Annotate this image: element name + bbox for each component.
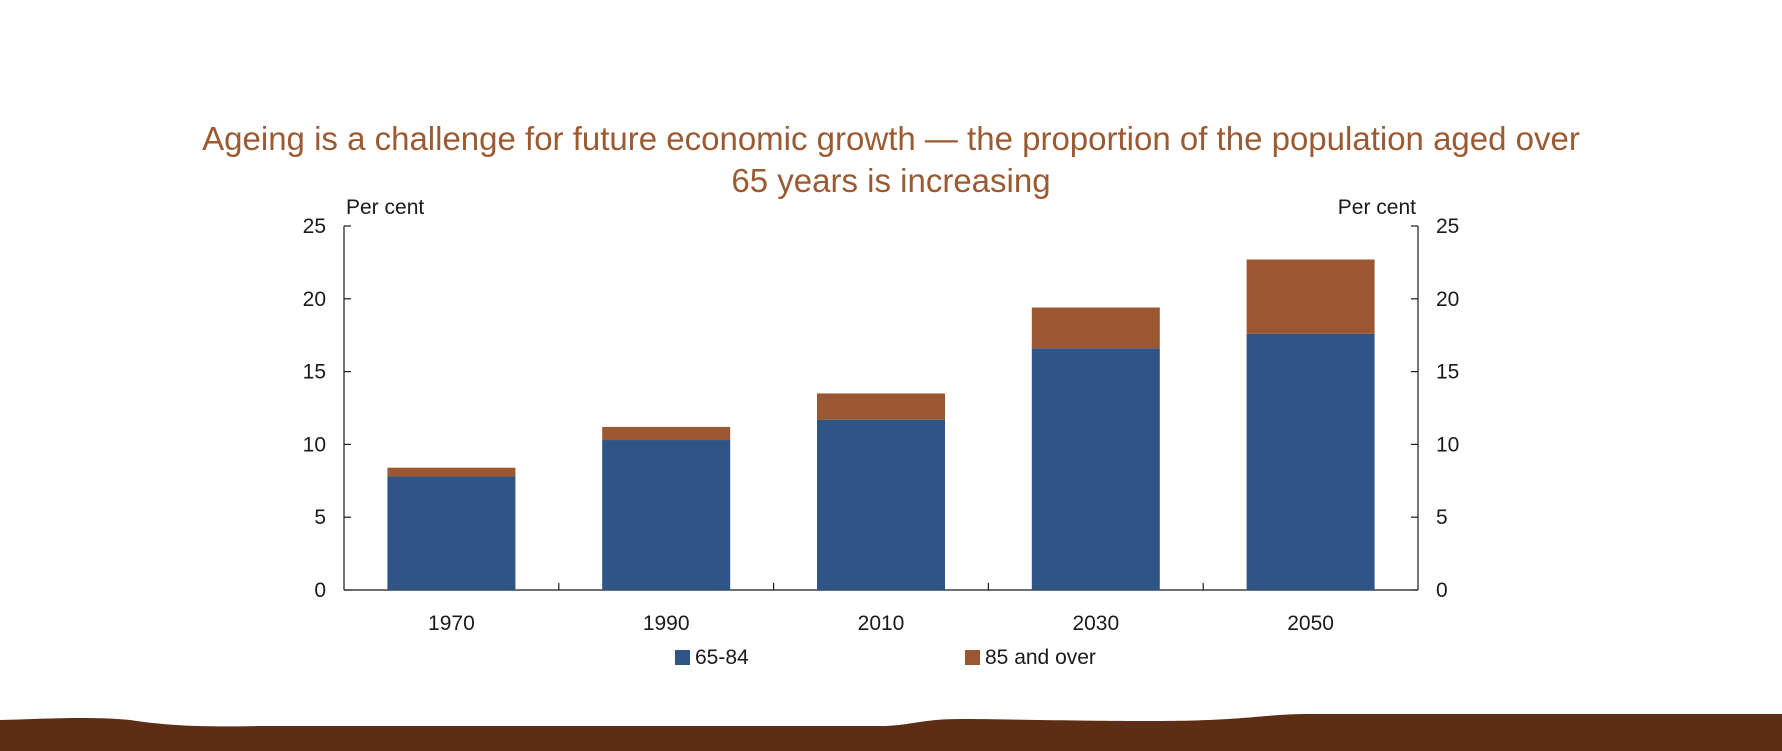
y-tick-label-left: 0 (314, 579, 326, 602)
bar-65-84-2050 (1246, 333, 1375, 590)
y-tick-label-right: 20 (1436, 288, 1459, 311)
y-tick-label-left: 5 (314, 506, 326, 529)
bar-65-84-1970 (387, 476, 516, 590)
y-tick-label-right: 15 (1436, 361, 1459, 384)
bar-65-84-2030 (1031, 348, 1160, 590)
chart-legend: 65-84 85 and over (675, 646, 1096, 669)
chart-labels: 0 0 5 5 10 10 15 15 20 20 25 25 Per cent Per cent 1970… (303, 196, 1460, 635)
x-tick-label-2010: 2010 (858, 612, 905, 635)
bar-65-84-1990 (602, 440, 731, 590)
x-tick-label-1990: 1990 (643, 612, 690, 635)
legend-swatch-65-84 (675, 650, 690, 665)
y-tick-label-right: 0 (1436, 579, 1448, 602)
y-axis-label-right: Per cent (1338, 196, 1416, 219)
legend-swatch-85-and-over (965, 650, 980, 665)
y-tick-label-left: 15 (303, 361, 326, 384)
y-tick-label-right: 5 (1436, 506, 1448, 529)
legend-label-85-and-over: 85 and over (985, 646, 1096, 669)
chart-bars (387, 259, 1375, 590)
y-tick-label-left: 20 (303, 288, 326, 311)
y-axis-label-left: Per cent (346, 196, 424, 219)
y-tick-label-right: 10 (1436, 433, 1459, 456)
bar-85-and-over-2050 (1246, 259, 1375, 334)
footer-band-shape (0, 714, 1782, 751)
bar-85-and-over-1990 (602, 426, 731, 441)
x-tick-label-1970: 1970 (428, 612, 475, 635)
y-tick-label-right: 25 (1436, 215, 1459, 238)
legend-label-65-84: 65-84 (695, 646, 749, 669)
x-tick-label-2050: 2050 (1287, 612, 1334, 635)
x-tick-label-2030: 2030 (1072, 612, 1119, 635)
y-tick-label-left: 25 (303, 215, 326, 238)
slide-title: Ageing is a challenge for future economi… (202, 120, 1580, 199)
bar-85-and-over-2030 (1031, 307, 1160, 349)
y-tick-label-left: 10 (303, 433, 326, 456)
bar-65-84-2010 (817, 419, 945, 590)
bar-85-and-over-2010 (817, 393, 945, 420)
bar-85-and-over-1970 (387, 467, 516, 477)
